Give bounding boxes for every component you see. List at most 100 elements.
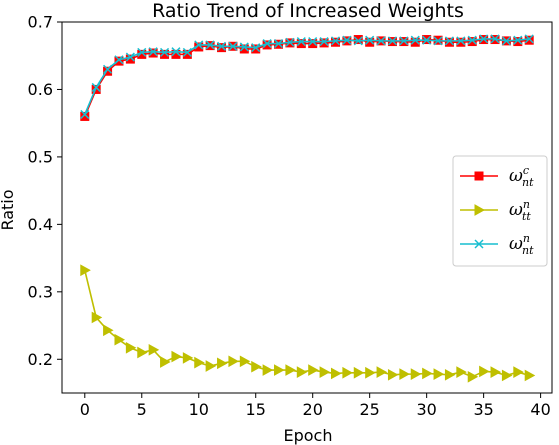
legend-item: ωc nt xyxy=(460,164,534,189)
data-point xyxy=(433,36,443,46)
y-tick-label: 0.6 xyxy=(28,80,53,99)
plot-frame xyxy=(61,21,553,394)
data-point xyxy=(239,44,249,54)
data-point xyxy=(228,355,239,368)
data-point xyxy=(467,370,479,383)
data-point xyxy=(80,264,91,277)
legend-label: ωc nt xyxy=(509,164,534,189)
data-point xyxy=(410,35,420,45)
data-point xyxy=(125,54,135,64)
data-point xyxy=(501,369,513,382)
data-point xyxy=(171,350,182,363)
data-point xyxy=(91,311,103,324)
data-point xyxy=(125,341,137,354)
data-point xyxy=(342,35,352,45)
data-point xyxy=(410,37,420,47)
data-point xyxy=(262,39,272,49)
data-point xyxy=(513,35,523,45)
data-point xyxy=(217,41,227,51)
data-point xyxy=(524,369,536,382)
y-tick-label: 0.3 xyxy=(28,282,53,301)
data-point xyxy=(148,48,158,58)
data-point xyxy=(228,41,238,51)
data-point xyxy=(467,37,477,47)
x-tick-label: 0 xyxy=(80,400,90,419)
data-point xyxy=(308,39,318,49)
data-point xyxy=(182,49,192,59)
x-axis-label: Epoch xyxy=(284,426,333,445)
data-point xyxy=(114,55,124,65)
data-point xyxy=(296,37,306,47)
data-point xyxy=(501,36,511,46)
legend-box xyxy=(452,155,548,267)
data-point xyxy=(479,34,489,44)
data-point xyxy=(285,364,296,376)
data-point xyxy=(330,36,341,46)
data-point xyxy=(160,356,171,368)
legend-label: ωn tt xyxy=(509,198,531,223)
data-point xyxy=(479,365,490,378)
data-point xyxy=(194,40,204,50)
legend-marker xyxy=(474,239,484,249)
data-point xyxy=(353,35,363,45)
data-point xyxy=(171,49,181,59)
x-tick-label: 25 xyxy=(359,400,379,419)
x-tick-label: 5 xyxy=(137,400,147,419)
legend: ωc nt ωn tt ωn nt xyxy=(452,155,548,267)
data-point xyxy=(387,368,399,381)
data-point xyxy=(125,52,135,62)
data-point xyxy=(456,366,467,378)
series-2 xyxy=(80,34,534,119)
plot-area xyxy=(80,34,536,383)
data-point xyxy=(399,368,410,380)
data-point xyxy=(513,366,524,378)
data-point xyxy=(251,44,261,54)
data-point xyxy=(205,360,217,372)
data-point xyxy=(399,36,409,46)
data-point xyxy=(456,36,466,46)
data-point xyxy=(91,82,101,92)
series-1 xyxy=(80,264,536,383)
data-point xyxy=(103,324,114,337)
data-point xyxy=(160,47,170,57)
data-point xyxy=(239,355,251,368)
y-tick-label: 0.7 xyxy=(28,13,53,32)
data-point xyxy=(433,368,445,380)
data-point xyxy=(251,43,261,53)
data-point xyxy=(490,34,500,44)
series-0 xyxy=(80,35,534,121)
legend-marker xyxy=(474,204,486,216)
data-point xyxy=(182,352,194,364)
data-point xyxy=(308,364,319,376)
data-point xyxy=(217,43,227,53)
data-point xyxy=(251,360,262,373)
data-point xyxy=(114,56,124,66)
y-tick-label: 0.5 xyxy=(28,147,53,166)
data-point xyxy=(524,34,534,44)
data-point xyxy=(365,366,376,379)
series-line xyxy=(84,38,530,117)
data-point xyxy=(422,35,432,45)
series-line xyxy=(84,38,530,115)
legend-label: ωn nt xyxy=(509,232,534,257)
data-point xyxy=(330,37,340,47)
data-point xyxy=(182,47,192,57)
data-point xyxy=(194,356,205,369)
data-point xyxy=(376,366,388,378)
x-tick-label: 20 xyxy=(303,400,323,419)
data-point xyxy=(137,346,148,359)
data-point xyxy=(103,64,113,74)
data-point xyxy=(296,39,306,49)
data-point xyxy=(353,36,363,46)
data-point xyxy=(410,368,422,380)
series-line xyxy=(84,270,530,378)
data-point xyxy=(296,366,308,378)
data-point xyxy=(205,40,215,50)
data-point xyxy=(444,36,454,46)
data-point xyxy=(365,35,375,45)
data-point xyxy=(148,47,158,57)
data-point xyxy=(217,357,228,370)
x-tick-label: 15 xyxy=(246,400,266,419)
legend-item: ωn nt xyxy=(460,232,534,257)
data-point xyxy=(513,37,523,47)
